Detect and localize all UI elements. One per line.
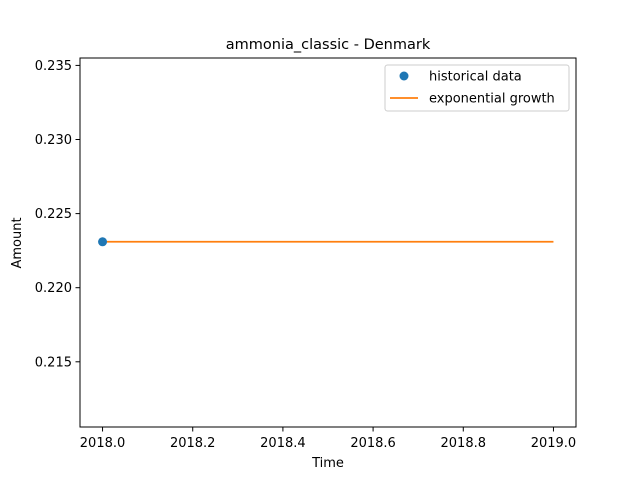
legend-label: exponential growth	[429, 92, 555, 107]
x-tick-label: 2018.8	[441, 436, 487, 451]
x-tick-label: 2018.4	[260, 436, 306, 451]
legend-box	[384, 64, 570, 112]
plot-area	[98, 237, 554, 247]
x-tick-label: 2019.0	[531, 436, 577, 451]
y-tick-label: 0.230	[35, 133, 72, 148]
legend-marker-historical	[399, 71, 409, 81]
axes-frame	[79, 57, 577, 428]
y-tick-label: 0.215	[35, 355, 72, 370]
x-axis: 2018.0 2018.2 2018.4 2018.6 2018.8 2019.0	[80, 427, 576, 451]
y-axis-label: Amount	[10, 217, 25, 268]
data-point-historical	[98, 237, 108, 247]
legend: historical data exponential growth	[384, 64, 570, 112]
y-axis: 0.215 0.220 0.225 0.230 0.235	[35, 59, 80, 370]
x-axis-label: Time	[311, 456, 344, 471]
x-tick-label: 2018.2	[170, 436, 216, 451]
legend-label: historical data	[429, 70, 522, 85]
x-tick-label: 2018.6	[350, 436, 396, 451]
y-tick-label: 0.235	[35, 59, 72, 74]
y-tick-label: 0.220	[35, 281, 72, 296]
chart-title: ammonia_classic - Denmark	[226, 37, 431, 53]
y-tick-label: 0.225	[35, 207, 72, 222]
x-tick-label: 2018.0	[80, 436, 126, 451]
